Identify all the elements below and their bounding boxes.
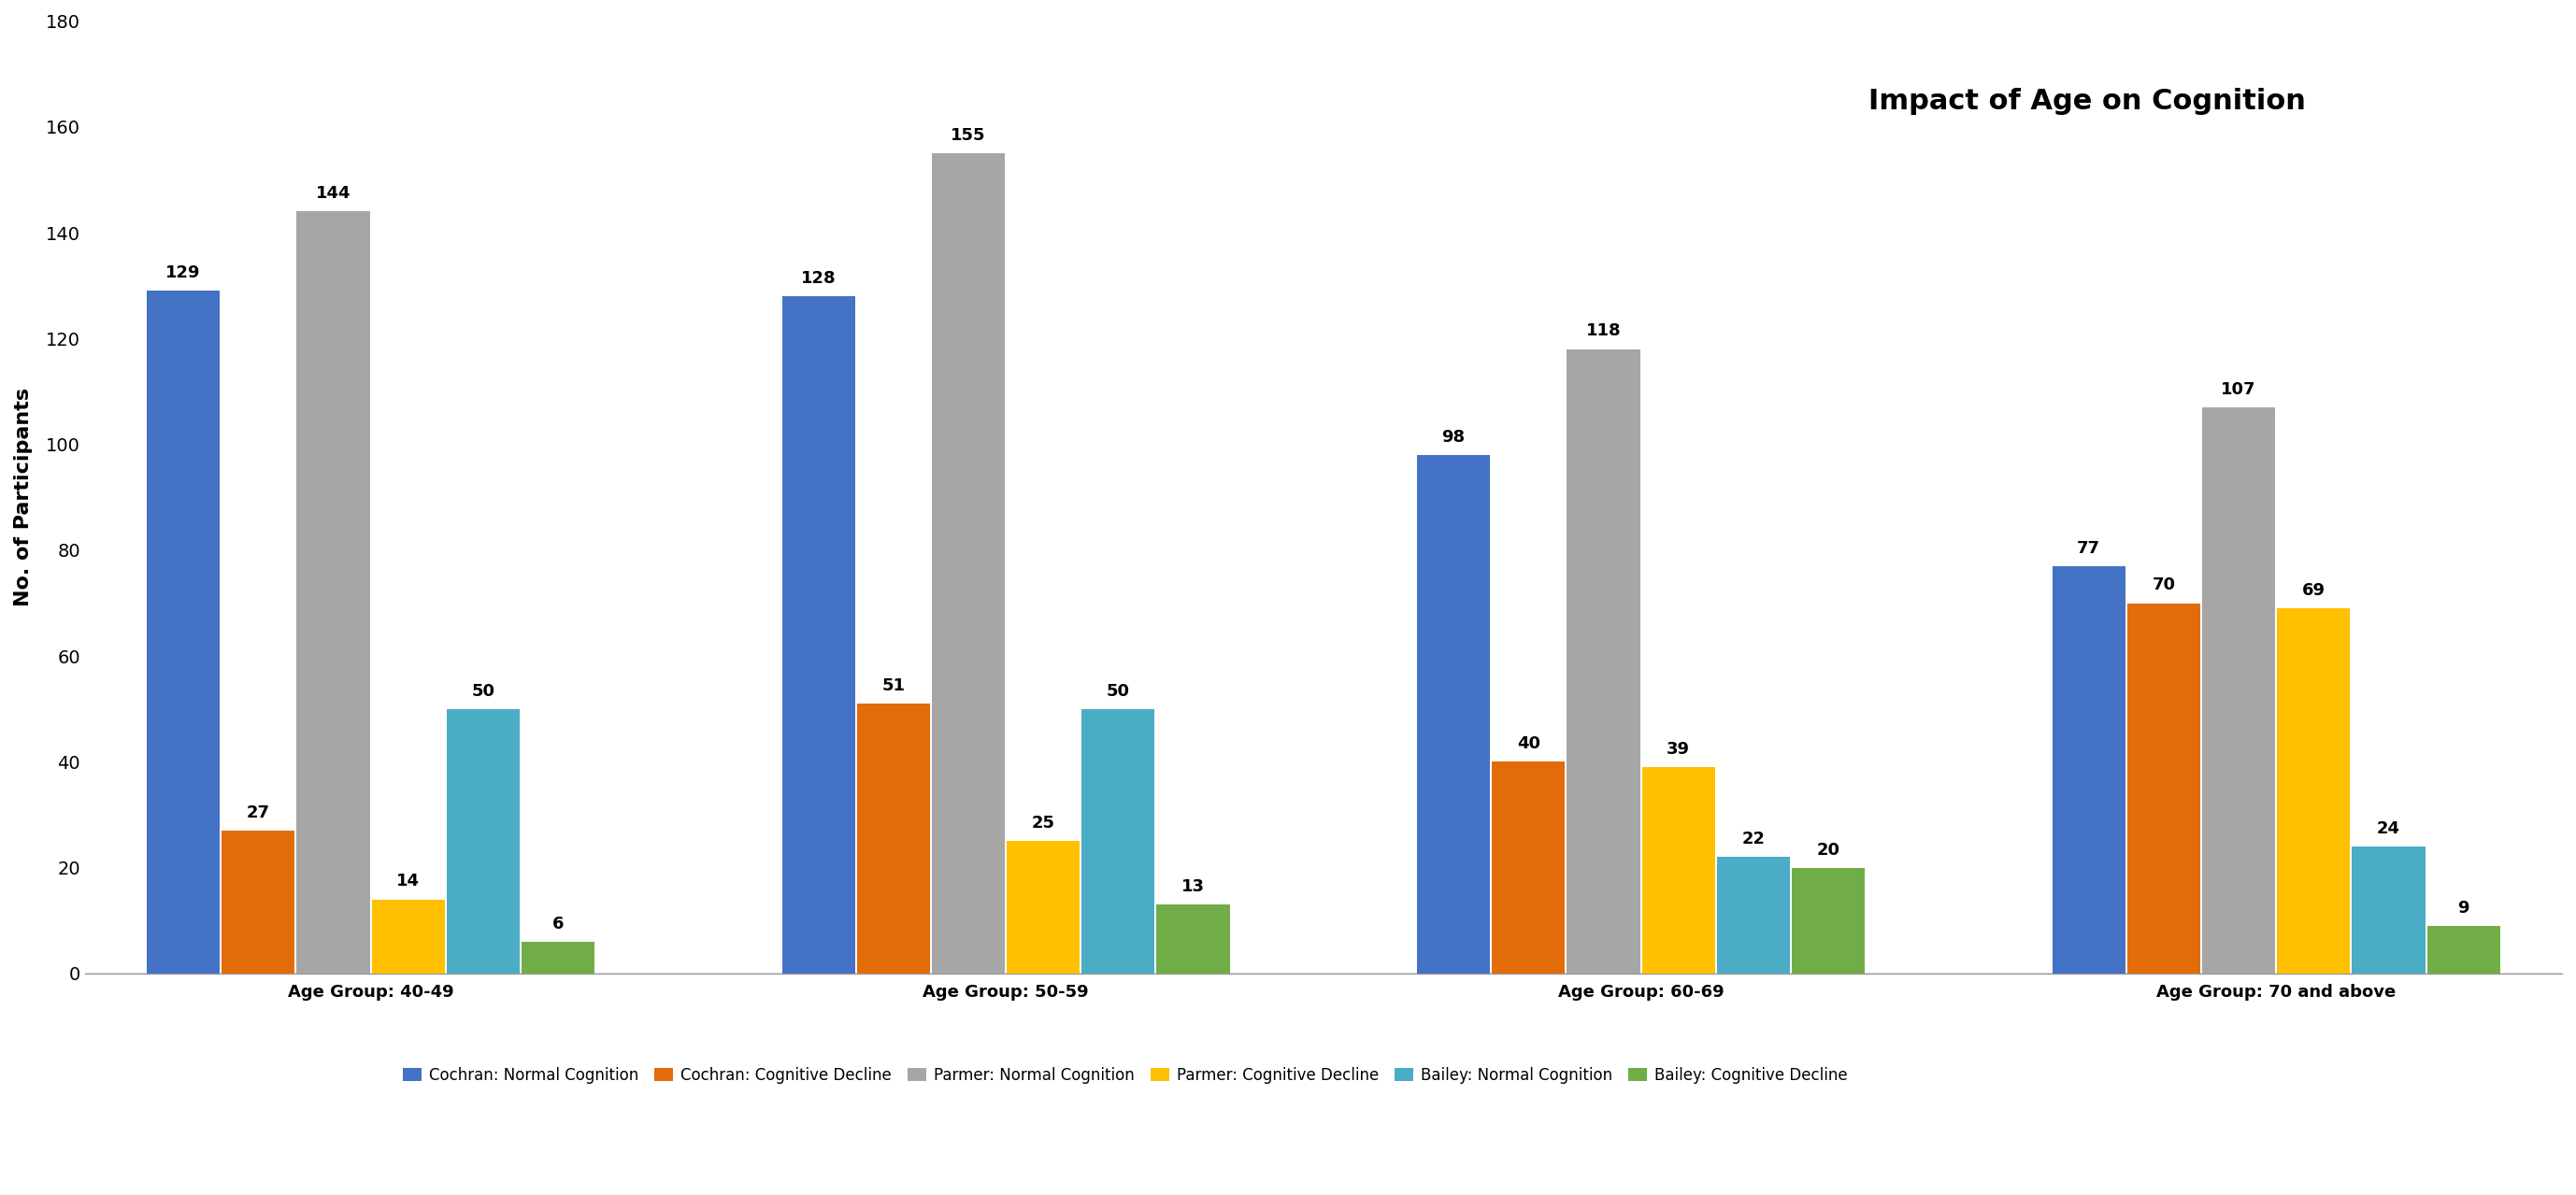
Legend: Cochran: Normal Cognition, Cochran: Cognitive Decline, Parmer: Normal Cognition,: Cochran: Normal Cognition, Cochran: Cogn… [397,1060,1855,1090]
Text: 50: 50 [1108,682,1131,699]
Bar [296,212,371,974]
Text: 77: 77 [2076,540,2099,557]
Bar [1157,905,1229,974]
Bar [1566,349,1641,974]
Bar [1641,767,1716,974]
Text: 14: 14 [397,874,420,890]
Text: 27: 27 [247,804,270,821]
Text: 70: 70 [2151,577,2174,594]
Bar [2128,603,2200,974]
Y-axis label: No. of Participants: No. of Participants [13,388,33,607]
Text: 40: 40 [1517,736,1540,753]
Text: 25: 25 [1030,815,1056,832]
Bar [520,942,595,974]
Text: 9: 9 [2458,900,2470,917]
Text: 155: 155 [951,127,987,143]
Bar [858,704,930,974]
Bar [1007,841,1079,974]
Bar [371,900,446,974]
Bar [222,831,294,974]
Bar [2277,608,2349,974]
Bar [1716,857,1790,974]
Text: 39: 39 [1667,741,1690,758]
Bar [2053,566,2125,974]
Bar [783,296,855,974]
Text: Impact of Age on Cognition: Impact of Age on Cognition [1868,87,2306,115]
Bar [1793,868,1865,974]
Bar [2427,926,2501,974]
Bar [446,709,520,974]
Text: 24: 24 [2378,820,2401,836]
Text: 13: 13 [1182,878,1206,895]
Text: 98: 98 [1443,429,1466,446]
Text: 6: 6 [551,915,564,932]
Text: 107: 107 [2221,381,2257,398]
Bar [147,290,219,974]
Text: 129: 129 [165,264,201,281]
Bar [2202,407,2275,974]
Text: 50: 50 [471,682,495,699]
Text: 20: 20 [1816,841,1839,858]
Text: 51: 51 [881,678,904,694]
Bar [2352,846,2424,974]
Text: 144: 144 [317,185,350,202]
Bar [1492,762,1566,974]
Bar [933,153,1005,974]
Text: 128: 128 [801,270,837,287]
Bar [1417,455,1489,974]
Text: 69: 69 [2303,582,2326,599]
Text: 22: 22 [1741,831,1765,847]
Bar [1082,709,1154,974]
Text: 118: 118 [1587,323,1620,339]
